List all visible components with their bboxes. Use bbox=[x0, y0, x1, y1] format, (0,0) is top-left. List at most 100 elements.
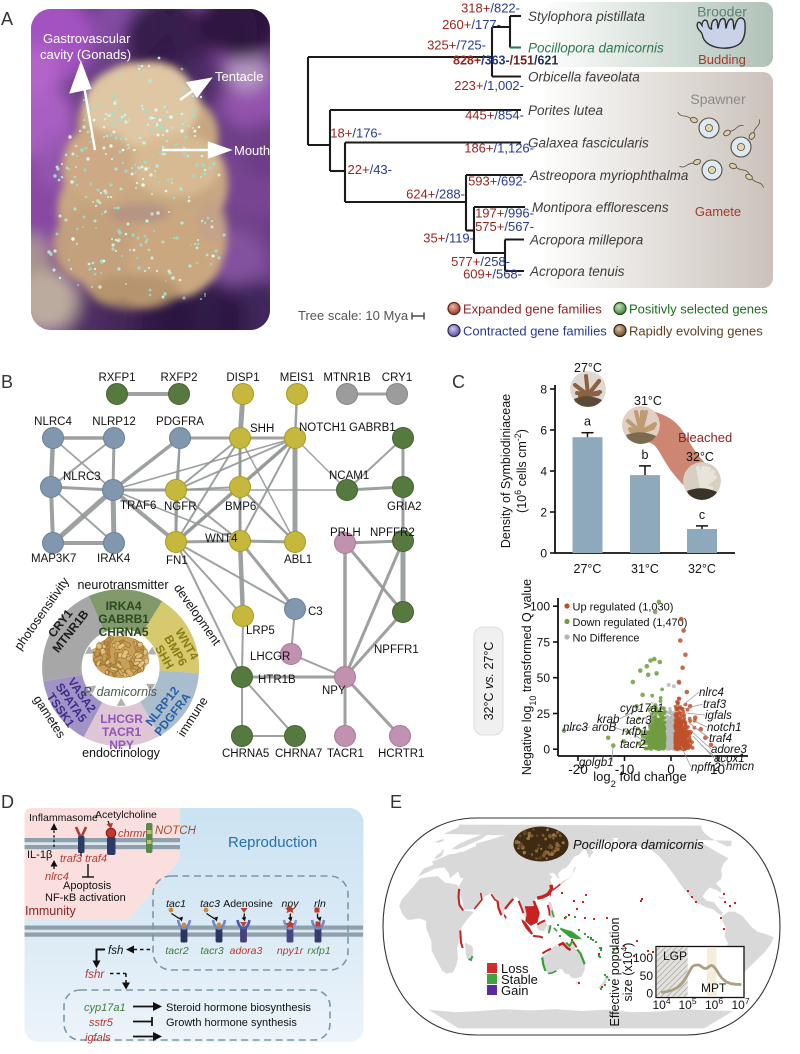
svg-text:krab: krab bbox=[597, 714, 620, 726]
svg-text:WNT4: WNT4 bbox=[205, 533, 238, 545]
svg-text:fshr: fshr bbox=[85, 969, 105, 981]
svg-text:FN1: FN1 bbox=[166, 555, 188, 567]
svg-text:22+/43-: 22+/43- bbox=[348, 162, 392, 177]
svg-text:Tentacle: Tentacle bbox=[215, 69, 263, 84]
svg-text:GABRB1: GABRB1 bbox=[349, 422, 396, 434]
svg-text:IL-1β: IL-1β bbox=[27, 849, 52, 861]
svg-text:186+/1,126-: 186+/1,126- bbox=[464, 141, 534, 156]
svg-text:Down regulated (1,470): Down regulated (1,470) bbox=[573, 617, 688, 629]
svg-text:RXFP2: RXFP2 bbox=[160, 372, 197, 384]
svg-text:tacr3: tacr3 bbox=[200, 945, 224, 957]
svg-text:cyp17a1: cyp17a1 bbox=[620, 703, 663, 715]
svg-text:32°C: 32°C bbox=[686, 450, 714, 464]
svg-text:E: E bbox=[390, 792, 402, 812]
svg-text:RXFP1: RXFP1 bbox=[98, 372, 135, 384]
svg-text:Acropora tenuis: Acropora tenuis bbox=[529, 264, 625, 279]
svg-text:Acropora millepora: Acropora millepora bbox=[529, 233, 644, 248]
svg-text:npffr2: npffr2 bbox=[691, 762, 721, 774]
svg-text:593+/692-: 593+/692- bbox=[468, 174, 527, 189]
svg-text:445+/854-: 445+/854- bbox=[465, 108, 524, 123]
svg-text:25: 25 bbox=[537, 707, 551, 721]
svg-text:TACR1: TACR1 bbox=[102, 725, 141, 739]
svg-text:IRAK4: IRAK4 bbox=[97, 553, 131, 565]
svg-text:Galaxea fascicularis: Galaxea fascicularis bbox=[528, 136, 649, 151]
svg-text:Gain: Gain bbox=[501, 983, 528, 998]
svg-text:325+/725-: 325+/725- bbox=[427, 38, 486, 53]
svg-text:50: 50 bbox=[640, 969, 654, 983]
svg-text:4: 4 bbox=[540, 465, 547, 479]
svg-text:golgb1: golgb1 bbox=[579, 757, 614, 769]
svg-text:LRP5: LRP5 bbox=[246, 625, 275, 637]
svg-text:NGFR: NGFR bbox=[164, 501, 197, 513]
svg-text:Bleached: Bleached bbox=[678, 430, 732, 445]
svg-text:npy1r: npy1r bbox=[277, 945, 304, 957]
svg-text:c: c bbox=[699, 508, 705, 522]
svg-text:27°C: 27°C bbox=[574, 361, 602, 375]
svg-text:NPFFR2: NPFFR2 bbox=[370, 527, 415, 539]
svg-text:tacr2: tacr2 bbox=[165, 945, 189, 957]
svg-text:B: B bbox=[1, 372, 13, 392]
svg-text:MAP3K7: MAP3K7 bbox=[31, 553, 76, 565]
svg-text:NOTCH1: NOTCH1 bbox=[299, 422, 346, 434]
svg-text:CHRNA5: CHRNA5 bbox=[222, 748, 269, 760]
svg-text:HCRTR1: HCRTR1 bbox=[378, 748, 424, 760]
svg-text:A: A bbox=[1, 9, 13, 29]
svg-text:Density of Symbiodiniaceae: Density of Symbiodiniaceae bbox=[499, 394, 513, 548]
svg-text:b: b bbox=[642, 448, 649, 462]
svg-text:Montipora efflorescens: Montipora efflorescens bbox=[532, 200, 669, 215]
svg-text:Mouth: Mouth bbox=[234, 143, 270, 158]
svg-text:Budding: Budding bbox=[698, 52, 746, 67]
svg-text:31°C: 31°C bbox=[631, 562, 659, 576]
svg-text:Contracted gene families: Contracted gene families bbox=[463, 324, 607, 339]
svg-text:IRKA4: IRKA4 bbox=[106, 599, 142, 613]
svg-text:rxfp1: rxfp1 bbox=[622, 726, 648, 738]
svg-text:2: 2 bbox=[540, 506, 547, 520]
svg-text:50: 50 bbox=[537, 671, 551, 685]
svg-text:Expanded gene families: Expanded gene families bbox=[463, 302, 602, 317]
svg-text:TACR1: TACR1 bbox=[327, 748, 364, 760]
svg-text:828+/363-/151/621: 828+/363-/151/621 bbox=[453, 54, 558, 68]
svg-text:Gamete: Gamete bbox=[695, 204, 741, 219]
svg-text:HTR1B: HTR1B bbox=[258, 674, 296, 686]
svg-text:8: 8 bbox=[540, 383, 547, 397]
svg-text:35+/119-: 35+/119- bbox=[423, 231, 474, 246]
svg-text:CHRNA7: CHRNA7 bbox=[275, 748, 322, 760]
svg-text:NPY: NPY bbox=[322, 685, 346, 697]
svg-text:0: 0 bbox=[543, 743, 550, 757]
svg-text:Inflammasome: Inflammasome bbox=[29, 812, 98, 824]
svg-text:sstr5: sstr5 bbox=[89, 1017, 114, 1029]
svg-text:traf3 traf4: traf3 traf4 bbox=[60, 853, 107, 865]
svg-text:fsh: fsh bbox=[108, 945, 123, 957]
svg-text:32°C vs. 27°C: 32°C vs. 27°C bbox=[482, 642, 496, 721]
svg-text:SHH: SHH bbox=[250, 423, 274, 435]
svg-text:cyp17a1: cyp17a1 bbox=[84, 1002, 126, 1014]
svg-text:Orbicella faveolata: Orbicella faveolata bbox=[528, 70, 640, 85]
svg-text:NLRC4: NLRC4 bbox=[34, 416, 72, 428]
svg-text:tac1: tac1 bbox=[166, 898, 186, 910]
svg-text:Acetylcholine: Acetylcholine bbox=[95, 809, 157, 821]
svg-text:tac3: tac3 bbox=[200, 898, 220, 910]
svg-text:GABRB1: GABRB1 bbox=[98, 612, 149, 626]
svg-text:75: 75 bbox=[537, 636, 551, 650]
svg-text:TRAF6: TRAF6 bbox=[120, 500, 156, 512]
svg-text:a: a bbox=[584, 415, 591, 429]
svg-text:32°C: 32°C bbox=[688, 562, 716, 576]
svg-text:C: C bbox=[452, 372, 465, 392]
svg-text:NPFFR1: NPFFR1 bbox=[374, 644, 419, 656]
svg-text:18+/176-: 18+/176- bbox=[330, 126, 382, 141]
svg-text:nlrc4: nlrc4 bbox=[699, 687, 724, 699]
svg-text:ABL1: ABL1 bbox=[284, 554, 312, 566]
svg-text:endocrinology: endocrinology bbox=[82, 746, 161, 760]
svg-text:MTNR1B: MTNR1B bbox=[323, 372, 371, 384]
svg-text:223+/1,002-: 223+/1,002- bbox=[454, 78, 524, 93]
svg-text:Stylophora pistillata: Stylophora pistillata bbox=[528, 9, 646, 24]
svg-text:D: D bbox=[1, 792, 14, 812]
svg-text:CRY1: CRY1 bbox=[382, 372, 412, 384]
svg-text:neurotransmitter: neurotransmitter bbox=[77, 578, 168, 592]
svg-text:GRIA2: GRIA2 bbox=[387, 501, 422, 513]
svg-text:PRLH: PRLH bbox=[330, 527, 361, 539]
svg-text:PDGFRA: PDGFRA bbox=[156, 416, 204, 428]
svg-text:31°C: 31°C bbox=[634, 394, 662, 408]
svg-text:igfals: igfals bbox=[85, 1032, 111, 1044]
svg-text:NF-κB activation: NF-κB activation bbox=[45, 892, 126, 904]
